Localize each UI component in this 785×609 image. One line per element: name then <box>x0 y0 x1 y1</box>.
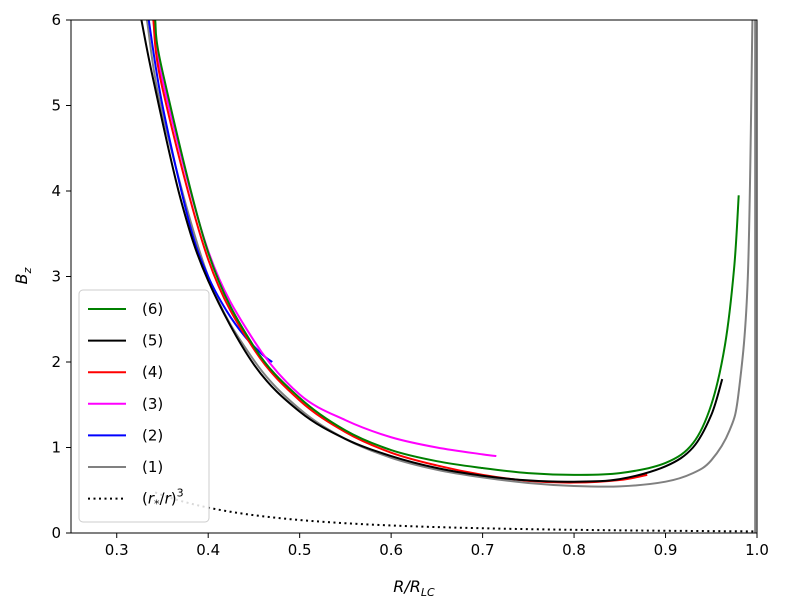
series-line-2 <box>147 20 273 363</box>
y-tick-label: 6 <box>51 11 61 29</box>
legend-label: (2) <box>142 426 163 444</box>
y-tick-label: 3 <box>51 268 61 286</box>
legend-box <box>78 289 210 523</box>
legend: (6) (5) (4) (3) (2) (1) (r*/r)3 <box>78 289 210 523</box>
legend-label: (4) <box>142 363 163 381</box>
series-layer <box>140 20 757 533</box>
legend-label: (5) <box>142 332 163 350</box>
x-axis-label: R/RLC <box>393 577 435 599</box>
y-tick-label: 1 <box>51 439 61 457</box>
x-tick-label: 0.6 <box>379 541 403 559</box>
series-line-5 <box>140 20 724 483</box>
y-tick-label: 4 <box>51 182 61 200</box>
legend-label: (3) <box>142 395 163 413</box>
legend-label: (6) <box>142 300 163 318</box>
series-line-1 <box>145 20 754 488</box>
x-tick-label: 0.4 <box>196 541 220 559</box>
x-tick-label: 0.8 <box>562 541 586 559</box>
y-tick-label: 5 <box>51 97 61 115</box>
series-line-reference <box>154 491 757 533</box>
legend-label: (r*/r)3 <box>142 487 184 511</box>
y-tick-label: 2 <box>51 353 61 371</box>
series-line-3 <box>152 20 497 458</box>
series-line-4 <box>152 20 648 484</box>
x-tick-label: 0.3 <box>105 541 129 559</box>
legend-label: (1) <box>142 458 163 476</box>
legend-items: (6) (5) (4) (3) (2) (1) (r*/r)3 <box>88 300 184 511</box>
ticks-layer: 0.3 0.4 0.5 0.6 0.7 0.8 0.9 1.0 0 1 2 3 4 5 6 <box>51 11 768 559</box>
x-tick-label: 1.0 <box>745 541 769 559</box>
y-tick-label: 0 <box>51 524 61 542</box>
x-tick-label: 0.7 <box>471 541 495 559</box>
y-axis-label: Bz <box>12 267 34 284</box>
x-tick-label: 0.9 <box>654 541 678 559</box>
x-tick-label: 0.5 <box>288 541 312 559</box>
series-line-6 <box>154 20 740 476</box>
